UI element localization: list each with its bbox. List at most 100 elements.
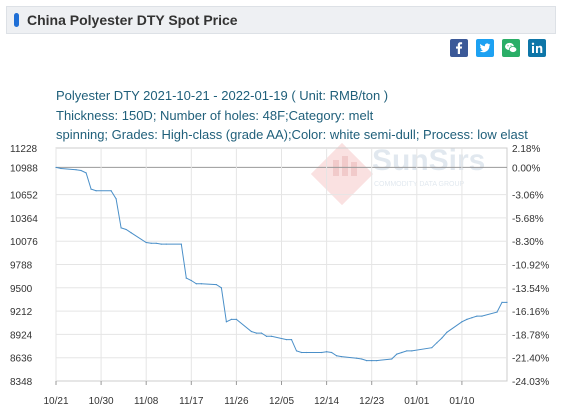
- page-title: China Polyester DTY Spot Price: [27, 12, 238, 28]
- data-point: [125, 228, 127, 231]
- data-point: [376, 360, 378, 362]
- sunsirs-logo-icon: [310, 142, 374, 206]
- y-tick-label-left: 8924: [10, 330, 33, 341]
- data-point: [436, 342, 438, 344]
- y-tick-label-left: 11228: [10, 144, 38, 155]
- data-point: [145, 241, 147, 244]
- data-point: [290, 338, 293, 341]
- chart-caption-line-3: spinning; Grades: High-class (grade AA);…: [56, 127, 528, 142]
- data-point: [90, 188, 92, 190]
- y-tick-label-right: 2.18%: [512, 144, 540, 155]
- y-tick-label-right: -18.78%: [512, 330, 549, 341]
- data-point: [356, 357, 358, 359]
- data-point: [185, 277, 187, 279]
- data-point: [115, 198, 117, 200]
- data-point: [180, 243, 182, 245]
- data-point: [396, 353, 398, 355]
- page-header: China Polyester DTY Spot Price: [6, 6, 556, 34]
- x-tick-label: 01/01: [404, 396, 429, 407]
- data-point: [75, 169, 77, 171]
- data-point: [331, 351, 333, 354]
- linkedin-icon[interactable]: [528, 39, 546, 57]
- data-point: [371, 360, 373, 362]
- y-tick-label-left: 8636: [10, 354, 33, 365]
- data-point: [85, 172, 87, 174]
- y-axis-right: 2.18% 0.00% -3.06% -5.68% -8.30% -10.92% -13.5…: [512, 144, 549, 388]
- header-accent-bar: [14, 13, 19, 27]
- x-tick-label: 12/14: [314, 396, 339, 407]
- data-point: [80, 169, 82, 172]
- y-tick-label-left: 9500: [10, 284, 33, 295]
- data-point: [411, 350, 413, 352]
- data-point: [195, 283, 197, 285]
- data-point: [466, 318, 468, 320]
- watermark-brand: SunSirs: [372, 144, 485, 177]
- data-point: [431, 347, 433, 349]
- data-point: [265, 335, 268, 337]
- data-point: [165, 243, 167, 245]
- data-point: [285, 338, 288, 341]
- data-point: [476, 315, 478, 317]
- data-point: [215, 283, 217, 286]
- y-tick-label-right: 0.00%: [512, 163, 540, 174]
- facebook-icon[interactable]: [450, 39, 468, 57]
- data-point: [305, 351, 308, 354]
- y-tick-label-right: -3.06%: [512, 191, 544, 202]
- y-tick-label-right: -24.03%: [512, 377, 549, 388]
- data-point: [235, 318, 237, 320]
- data-point: [250, 330, 253, 333]
- data-point: [190, 279, 192, 282]
- data-point: [366, 360, 368, 362]
- data-point: [230, 318, 232, 320]
- x-tick-label: 11/08: [134, 396, 159, 407]
- data-point: [110, 190, 112, 192]
- data-point: [391, 358, 393, 360]
- data-point: [270, 335, 273, 337]
- data-point: [155, 242, 157, 244]
- y-tick-label-left: 9788: [10, 261, 33, 272]
- y-tick-label-left: 8348: [10, 377, 33, 388]
- wechat-icon[interactable]: [502, 39, 520, 57]
- data-point: [60, 167, 62, 170]
- data-point: [506, 301, 508, 303]
- twitter-icon[interactable]: [476, 39, 494, 57]
- y-tick-label-left: 10988: [10, 163, 38, 174]
- y-tick-label-right: -5.68%: [512, 214, 544, 225]
- y-tick-label-left: 10076: [10, 237, 38, 248]
- data-point: [471, 317, 473, 319]
- y-tick-label-right: -10.92%: [512, 261, 549, 272]
- data-point: [406, 350, 408, 352]
- data-point: [130, 232, 132, 234]
- x-tick-label: 01/10: [449, 396, 474, 407]
- y-tick-label-left: 10652: [10, 191, 38, 202]
- series-layer: [55, 166, 508, 362]
- sunsirs-watermark: SunSirs COMMODITY DATA GROUP: [310, 142, 485, 206]
- data-point: [255, 332, 258, 334]
- y-tick-label-right: -13.54%: [512, 284, 549, 295]
- data-point: [300, 351, 303, 354]
- y-tick-label-left: 9212: [10, 307, 33, 318]
- data-point: [496, 311, 498, 313]
- y-tick-label-right: -8.30%: [512, 237, 544, 248]
- data-point: [320, 351, 323, 354]
- x-tick-label: 10/21: [43, 396, 68, 407]
- chart-caption-line-2: Thickness: 150D; Number of holes: 48F;Ca…: [56, 108, 374, 123]
- data-point: [361, 358, 363, 360]
- data-point: [441, 337, 443, 339]
- x-axis: 10/21 10/30 11/08 11/17 11/26 12/05 12/14 12/23…: [43, 381, 475, 407]
- data-point: [336, 355, 338, 357]
- data-point: [326, 351, 328, 353]
- chart-caption-line-1: Polyester DTY 2021-10-21 - 2022-01-19 ( …: [56, 88, 389, 103]
- data-point: [461, 321, 463, 323]
- data-point: [55, 166, 57, 169]
- y-axis-left: 11228 10988 10652 10364 10076 9788 9500 9212 892…: [10, 144, 38, 388]
- x-tick-label: 10/30: [89, 396, 114, 407]
- data-point: [120, 227, 122, 229]
- series-line: [55, 166, 507, 362]
- data-point: [225, 321, 227, 323]
- data-point: [95, 190, 97, 192]
- x-tick-label: 11/17: [179, 396, 204, 407]
- data-point: [150, 242, 152, 244]
